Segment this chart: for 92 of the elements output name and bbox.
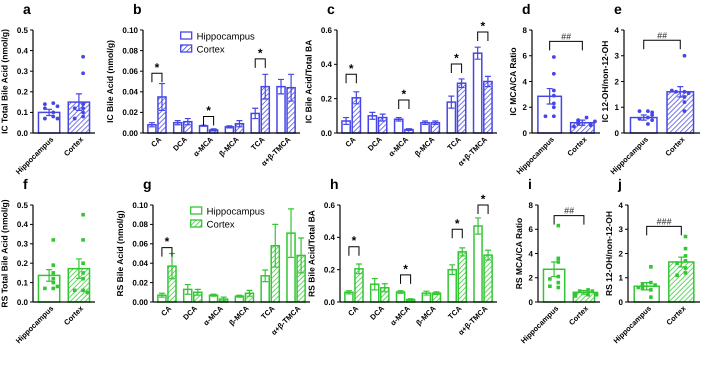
y-tick-label: 0.04	[132, 259, 149, 268]
annotation: *	[454, 216, 460, 230]
y-axis-title: RS Total Bile Acid (nmol/g)	[0, 199, 10, 308]
y-tick-label: 0.1	[16, 108, 29, 118]
y-tick-label: 8	[528, 200, 534, 210]
y-tick-label: 0.00	[122, 128, 139, 138]
y-tick-label: 0.10	[132, 200, 149, 210]
y-tick-label: 1	[618, 274, 624, 283]
y-tick-label: 2	[618, 249, 624, 258]
y-axis-title: IC 12-OH/non-12-OH	[600, 40, 610, 122]
y-axis-title: IC Total Bile Acid (nmol/g)	[0, 28, 10, 134]
y-tick-label: 0.4	[320, 60, 333, 70]
y-tick-label: 0.2	[320, 94, 333, 104]
annotation: ##	[560, 31, 572, 42]
y-tick-label: 0.00	[132, 298, 149, 307]
y-tick-label: 0.04	[122, 88, 139, 97]
y-tick-label: 0	[522, 128, 528, 138]
y-tick-label: 2	[528, 274, 534, 283]
y-axis-title: IC Bile Acid (nmol/g)	[104, 40, 115, 123]
y-tick-label: 3	[618, 225, 624, 234]
y-tick-label: 2	[522, 103, 528, 112]
annotation: *	[258, 46, 263, 60]
y-tick-label: 4	[528, 249, 534, 258]
y-tick-label: 4	[618, 200, 624, 210]
annotation: *	[403, 262, 408, 276]
y-tick-label: 0.2	[324, 265, 336, 274]
chart-title: b	[133, 1, 142, 17]
annotation: *	[352, 234, 357, 248]
chart-title: i	[528, 176, 532, 192]
y-tick-label: 0.4	[324, 233, 336, 242]
y-tick-label: 0.6	[320, 26, 333, 35]
y-tick-label: 4	[614, 26, 620, 35]
annotation: *	[348, 61, 354, 76]
annotation: ##	[564, 206, 574, 216]
y-axis-title: IC Bile Acid/Total BA	[304, 40, 314, 124]
y-tick-label: 6	[522, 52, 528, 61]
y-tick-label: 0.0	[16, 128, 29, 138]
annotation: *	[154, 60, 160, 74]
annotation: *	[454, 50, 460, 65]
annotation: ##	[656, 30, 668, 40]
y-tick-label: 0.08	[132, 220, 149, 230]
y-tick-label: 0.0	[324, 298, 336, 307]
y-tick-label: 0.5	[16, 26, 29, 35]
y-tick-label: 0.4	[16, 220, 29, 230]
chart-title: d	[522, 1, 531, 17]
y-tick-label: 0.0	[320, 128, 333, 138]
y-tick-label: 0.2	[16, 259, 29, 268]
y-tick-label: 0	[618, 298, 624, 307]
y-tick-label: 1	[614, 103, 620, 112]
chart-title: h	[330, 176, 339, 192]
legend-label: Cortex	[206, 219, 235, 230]
y-tick-label: 0	[614, 128, 620, 138]
y-tick-label: 0.06	[122, 67, 139, 76]
y-tick-label: 4	[522, 77, 528, 86]
chart-title: g	[143, 176, 152, 192]
y-tick-label: 0.4	[16, 46, 29, 56]
annotation: ###	[656, 216, 672, 226]
y-axis-title: RS MCA/CA Ratio	[514, 218, 524, 290]
chart-title: j	[617, 176, 622, 192]
annotation: *	[402, 87, 407, 102]
y-tick-label: 0.3	[16, 67, 29, 76]
y-tick-label: 6	[528, 225, 534, 234]
y-tick-label: 0.06	[132, 240, 149, 249]
annotation: *	[164, 234, 170, 249]
y-tick-label: 8	[522, 26, 528, 35]
y-tick-label: 0.5	[16, 200, 29, 210]
y-tick-label: 0.2	[16, 88, 29, 97]
y-tick-label: 0.6	[324, 200, 336, 210]
legend-label: Hippocampus	[206, 206, 266, 218]
y-tick-label: 0	[528, 298, 534, 307]
y-tick-label: 0.10	[122, 26, 139, 35]
annotation: *	[206, 104, 212, 118]
y-axis-title: RS 12-OH/non-12-OH	[604, 210, 614, 296]
y-tick-label: 0.08	[122, 46, 139, 56]
y-tick-label: 3	[614, 52, 620, 61]
chart-title: f	[23, 176, 28, 192]
y-axis-title: RS Bile Acid/Total BA	[306, 210, 317, 297]
chart-title: e	[614, 1, 622, 17]
legend-label: Hippocampus	[196, 31, 256, 42]
annotation: *	[480, 192, 486, 206]
y-tick-label: 0.02	[132, 278, 149, 288]
annotation: *	[480, 19, 486, 34]
y-tick-label: 0.3	[16, 240, 29, 249]
y-tick-label: 0.1	[16, 278, 29, 288]
y-tick-label: 2	[614, 77, 620, 86]
y-axis-title: RS Bile Acid (nmol/g)	[114, 210, 125, 297]
chart-title: c	[327, 1, 335, 17]
y-tick-label: 0.02	[122, 108, 139, 118]
chart-title: a	[23, 1, 31, 17]
y-axis-title: IC MCA/CA Ratio	[508, 47, 518, 116]
y-tick-label: 0.0	[16, 298, 29, 307]
legend-label: Cortex	[196, 44, 225, 56]
